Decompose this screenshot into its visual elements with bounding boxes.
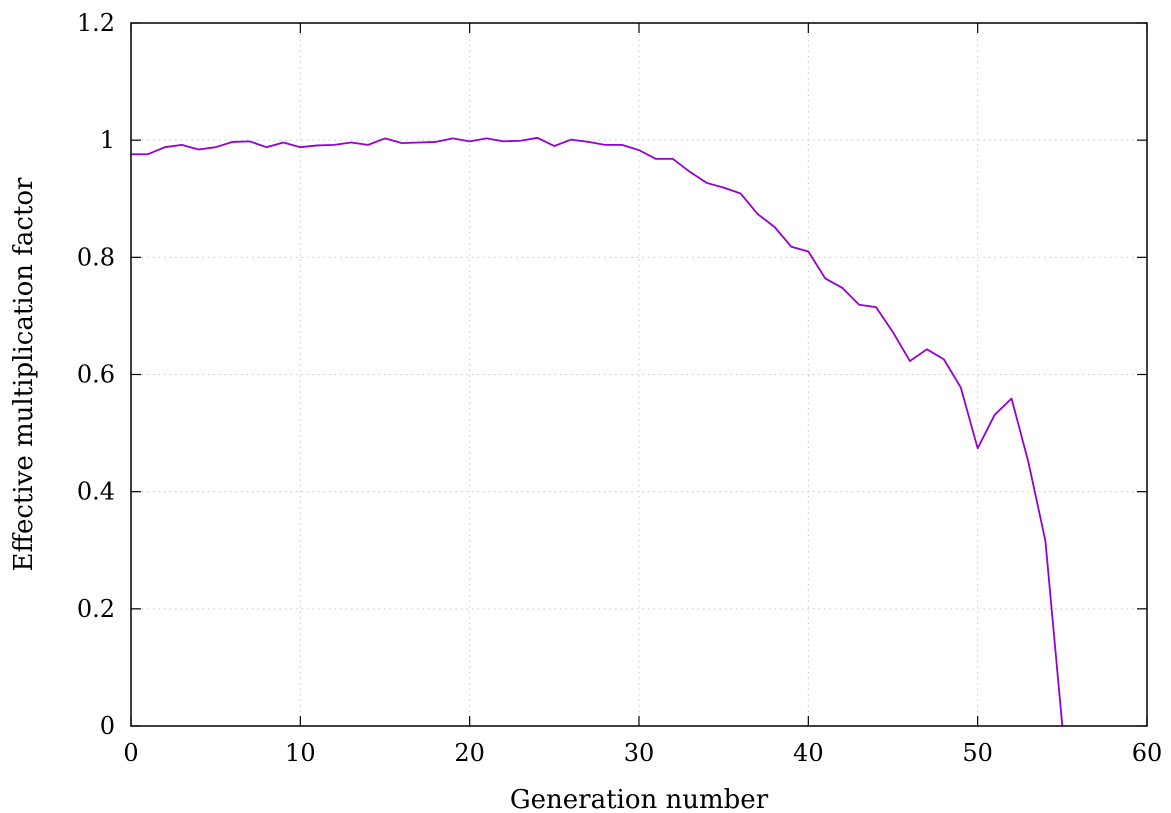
y-tick-labels: 0 0.2 0.4 0.6 0.8 1 1.2 — [77, 9, 115, 740]
x-tick-label: 50 — [962, 739, 993, 767]
x-tick-label: 60 — [1132, 739, 1163, 767]
x-tick-label: 20 — [454, 739, 485, 767]
y-axis-label: Effective multiplication factor — [9, 177, 39, 572]
y-tick-label: 0.4 — [77, 478, 115, 506]
x-tick-label: 0 — [123, 739, 138, 767]
plot-frame — [130, 22, 1148, 727]
x-tick-labels: 0 10 20 30 40 50 60 — [123, 739, 1162, 767]
y-tick-label: 1 — [100, 126, 115, 154]
grid-layer — [131, 23, 1147, 726]
series-layer — [131, 136, 1064, 727]
y-tick-label: 0.6 — [77, 361, 115, 389]
y-tick-label: 1.2 — [77, 9, 115, 37]
y-tick-label: 0.8 — [77, 243, 115, 271]
x-axis-label: Generation number — [510, 785, 769, 813]
x-tick-label: 30 — [624, 739, 655, 767]
y-tick-label: 0.2 — [77, 595, 115, 623]
x-tick-label: 40 — [793, 739, 824, 767]
y-tick-label: 0 — [100, 712, 115, 740]
series-line-0 — [131, 136, 1064, 727]
x-tick-label: 10 — [285, 739, 316, 767]
